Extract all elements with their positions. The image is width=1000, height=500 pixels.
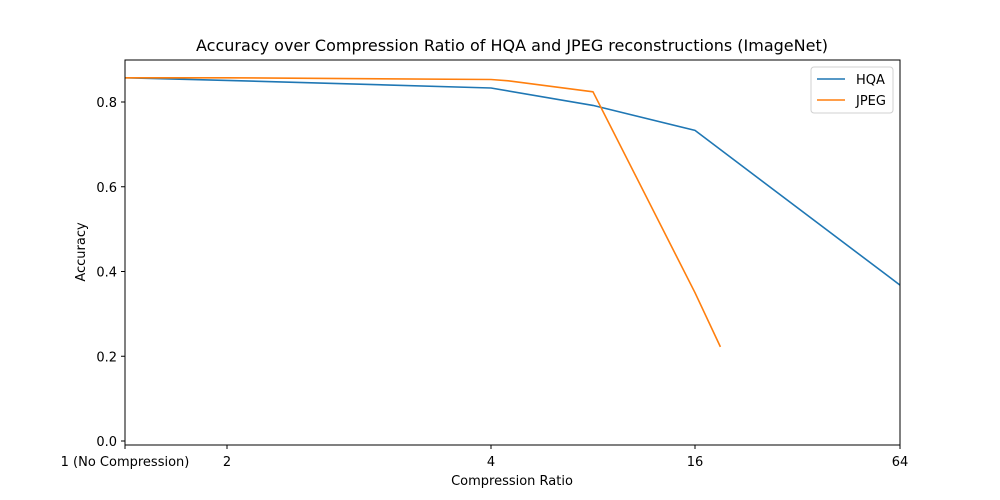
- x-tick-label: 16: [687, 455, 704, 470]
- x-tick-label: 1 (No Compression): [61, 455, 190, 470]
- y-tick-label: 0.8: [96, 96, 117, 111]
- y-tick-label: 0.6: [96, 181, 117, 196]
- x-axis: 1 (No Compression) 2 4 16 64: [61, 445, 909, 470]
- y-tick-label: 0.4: [96, 266, 117, 281]
- legend-label-hqa: HQA: [856, 73, 885, 88]
- x-tick-label: 2: [223, 455, 231, 470]
- y-tick-label: 0.0: [96, 435, 117, 450]
- series-layer: [125, 77, 900, 348]
- series-line-jpeg: [125, 77, 722, 348]
- y-tick-label: 0.2: [96, 350, 117, 365]
- x-tick-label: 64: [892, 455, 909, 470]
- y-axis: 0.0 0.2 0.4 0.6 0.8: [96, 96, 125, 450]
- chart-title: Accuracy over Compression Ratio of HQA a…: [196, 36, 828, 55]
- legend: HQA JPEG: [810, 66, 894, 114]
- y-axis-label: Accuracy: [74, 222, 89, 282]
- plot-frame: [124, 59, 901, 446]
- x-tick-label: 4: [487, 455, 495, 470]
- x-axis-label: Compression Ratio: [451, 474, 573, 489]
- series-line-hqa: [125, 77, 900, 286]
- legend-label-jpeg: JPEG: [855, 94, 886, 109]
